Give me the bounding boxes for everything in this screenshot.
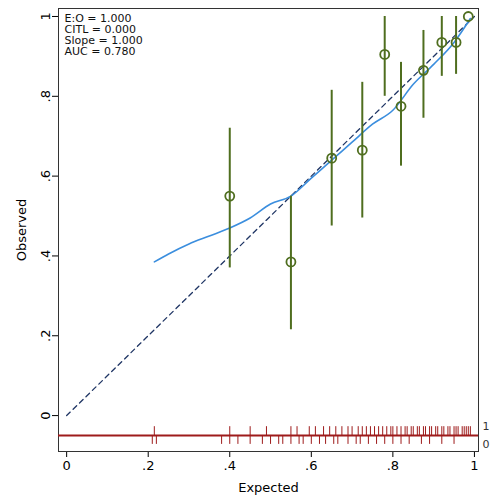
svg-text:.2: .2 <box>142 458 154 473</box>
svg-text:0: 0 <box>63 458 71 473</box>
svg-text:.4: .4 <box>224 458 236 473</box>
svg-text:.6: .6 <box>38 170 53 182</box>
svg-text:0: 0 <box>483 438 490 451</box>
svg-text:Observed: Observed <box>14 199 29 262</box>
svg-text:1: 1 <box>38 12 53 20</box>
svg-text:Expected: Expected <box>238 480 299 495</box>
svg-text:0: 0 <box>38 411 53 419</box>
svg-text:.2: .2 <box>38 330 53 342</box>
svg-text:.8: .8 <box>387 458 399 473</box>
svg-text:.4: .4 <box>38 250 53 262</box>
svg-text:.6: .6 <box>305 458 317 473</box>
svg-text:1: 1 <box>483 420 490 433</box>
svg-text:.8: .8 <box>38 90 53 102</box>
svg-text:E:O = 1.000CITL = 0.000Slope =: E:O = 1.000CITL = 0.000Slope = 1.000AUC … <box>65 12 143 58</box>
svg-text:1: 1 <box>470 458 478 473</box>
